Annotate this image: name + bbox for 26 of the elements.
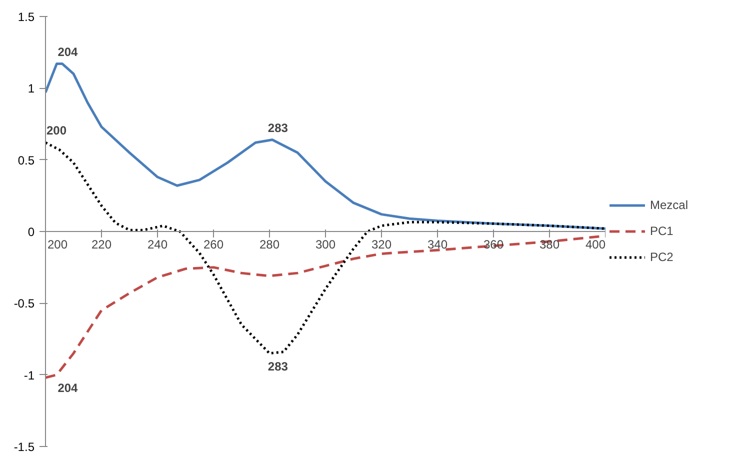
x-tick-label: 260	[203, 238, 224, 252]
annotation: 283	[268, 120, 288, 135]
y-tick-label: 1.5	[18, 10, 35, 24]
y-tick-label: 0	[28, 225, 35, 239]
legend-label: PC2	[650, 250, 674, 264]
x-tick-label: 340	[427, 238, 448, 252]
x-tick-label: 400	[585, 238, 606, 252]
legend-label: PC1	[650, 224, 674, 238]
y-tick-label: 0.5	[18, 153, 35, 168]
x-tick-label: 220	[91, 238, 112, 252]
x-tick-label: 200	[48, 238, 68, 252]
y-tick-label: -1.5	[14, 440, 35, 454]
y-tick-label: -1	[24, 368, 35, 382]
annotation: 204	[58, 380, 78, 395]
y-tick-label: 1	[28, 82, 35, 96]
legend-label: Mezcal	[650, 198, 688, 212]
line-series	[46, 141, 606, 355]
annotation: 204	[58, 44, 78, 59]
y-tick-label: -0.5	[14, 296, 35, 311]
x-tick-label: 240	[147, 238, 168, 252]
annotation: 200	[46, 124, 67, 138]
x-tick-label: 280	[259, 238, 280, 252]
x-tick-label: 320	[371, 238, 392, 252]
annotation: 283	[268, 359, 288, 374]
x-tick-label: 300	[315, 238, 336, 252]
x-tick-label: 380	[539, 238, 560, 252]
